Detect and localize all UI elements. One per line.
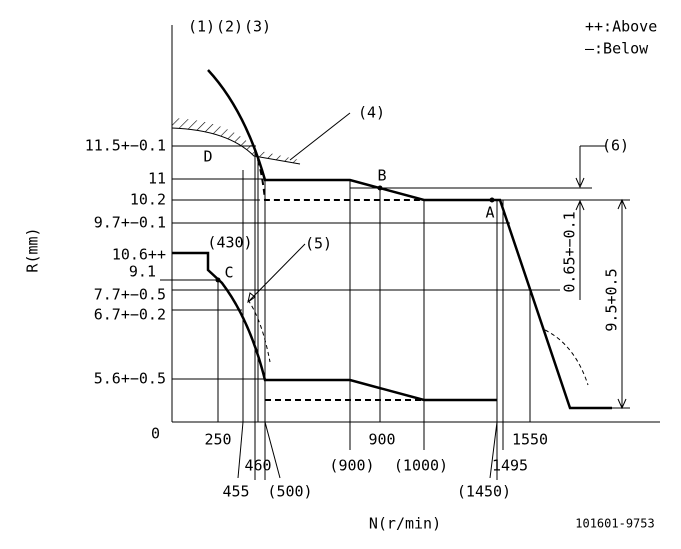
point-label: A (485, 204, 494, 222)
x-label: (1450) (457, 483, 511, 501)
x-label: 455 (222, 483, 249, 501)
y-label: 7.7+−0.5 (94, 286, 166, 304)
x-label: 900 (368, 431, 395, 449)
legend: —:Below (585, 40, 649, 58)
x-label: 250 (204, 431, 231, 449)
header-label: (1) (188, 18, 215, 36)
x-label: 460 (244, 457, 271, 475)
curves (172, 69, 612, 410)
point-label: C (224, 264, 233, 282)
hatch-region (171, 118, 301, 165)
x-axis-title: N(r/min) (369, 515, 441, 533)
x-label: (900) (329, 457, 374, 475)
y-label: 6.7+−0.2 (94, 306, 166, 324)
x-label: 1550 (512, 431, 548, 449)
x-label: (430) (207, 234, 252, 252)
code: 101601-9753 (575, 517, 654, 531)
y-label: 0 (151, 425, 160, 443)
y-label: 11 (148, 170, 166, 188)
header-label: (2) (216, 18, 243, 36)
legend: ++:Above (585, 18, 657, 36)
dimension: 0.65+−0.1 (561, 211, 579, 292)
y-label: 10.6++ (112, 246, 166, 264)
callout: (5) (305, 235, 332, 253)
x-label: (1000) (394, 457, 448, 475)
y-axis-title: R(mm) (24, 227, 42, 272)
callout: (6) (602, 137, 629, 155)
x-label: (500) (267, 483, 312, 501)
y-label: 9.7+−0.1 (94, 214, 166, 232)
y-label: 5.6+−0.5 (94, 370, 166, 388)
x-label: 1495 (492, 457, 528, 475)
y-label: 10.2 (130, 191, 166, 209)
texts: (1) (2) (3) ++:Above —:Below (4) (5) (6)… (24, 18, 658, 533)
y-label: 11.5+−0.1 (85, 137, 166, 155)
callout: (4) (358, 104, 385, 122)
point-label: B (377, 167, 386, 185)
dimension: 9.5+0.5 (603, 268, 621, 331)
y-label: 9.1 (129, 263, 156, 281)
header-label: (3) (244, 18, 271, 36)
point-label: D (203, 148, 212, 166)
